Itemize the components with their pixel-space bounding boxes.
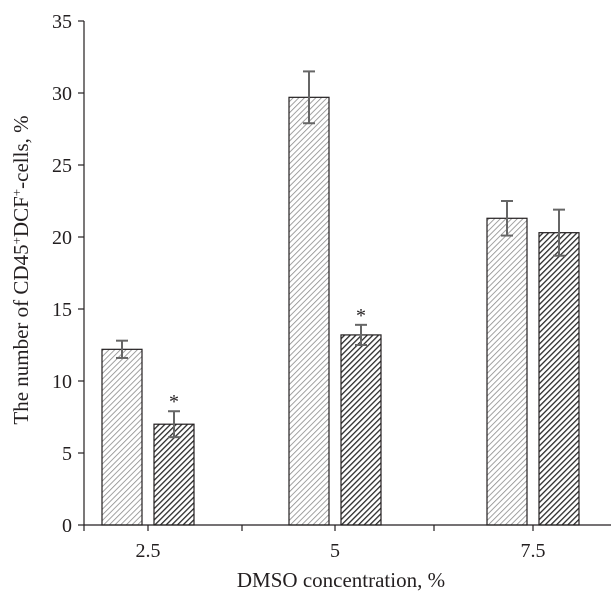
y-axis-title-superscript-1: + — [9, 237, 24, 244]
bar-2.5-series-2 — [153, 423, 195, 526]
significance-marker-5: * — [356, 305, 366, 327]
y-axis-title-superscript-2: + — [9, 189, 24, 196]
y-tick-label-15: 15 — [52, 299, 72, 321]
y-tick-label-35: 35 — [52, 11, 72, 33]
y-tick-label-10: 10 — [52, 371, 72, 393]
y-tick-label-25: 25 — [52, 155, 72, 177]
x-tick-label-2.5: 2.5 — [136, 540, 161, 562]
y-tick-label-20: 20 — [52, 227, 72, 249]
bars-layer: ** — [101, 70, 580, 526]
y-axis-title-part-1: The number of CD45 — [9, 244, 33, 424]
bar-2.5-series-1 — [101, 348, 143, 526]
bar-7.5-series-1 — [486, 217, 528, 526]
y-axis-title-part-2: DCF — [9, 196, 33, 237]
significance-marker-2.5: * — [169, 391, 179, 413]
bar-5-series-1 — [288, 96, 330, 526]
y-tick-label-5: 5 — [62, 443, 72, 465]
bar-7.5-series-2 — [538, 232, 580, 526]
y-axis-title-part-3: -cells, % — [9, 115, 33, 188]
x-axis-title: DMSO concentration, % — [237, 568, 445, 592]
y-tick-label-30: 30 — [52, 83, 72, 105]
y-tick-label-0: 0 — [62, 515, 72, 537]
x-tick-label-7.5: 7.5 — [521, 540, 546, 562]
x-tick-label-5: 5 — [330, 540, 340, 562]
y-axis-title: The number of CD45+DCF+-cells, % — [9, 115, 34, 424]
bar-5-series-2 — [340, 334, 382, 526]
axes-layer: 0 5 10 15 20 25 30 35 2.5 5 7.5 — [52, 11, 611, 562]
